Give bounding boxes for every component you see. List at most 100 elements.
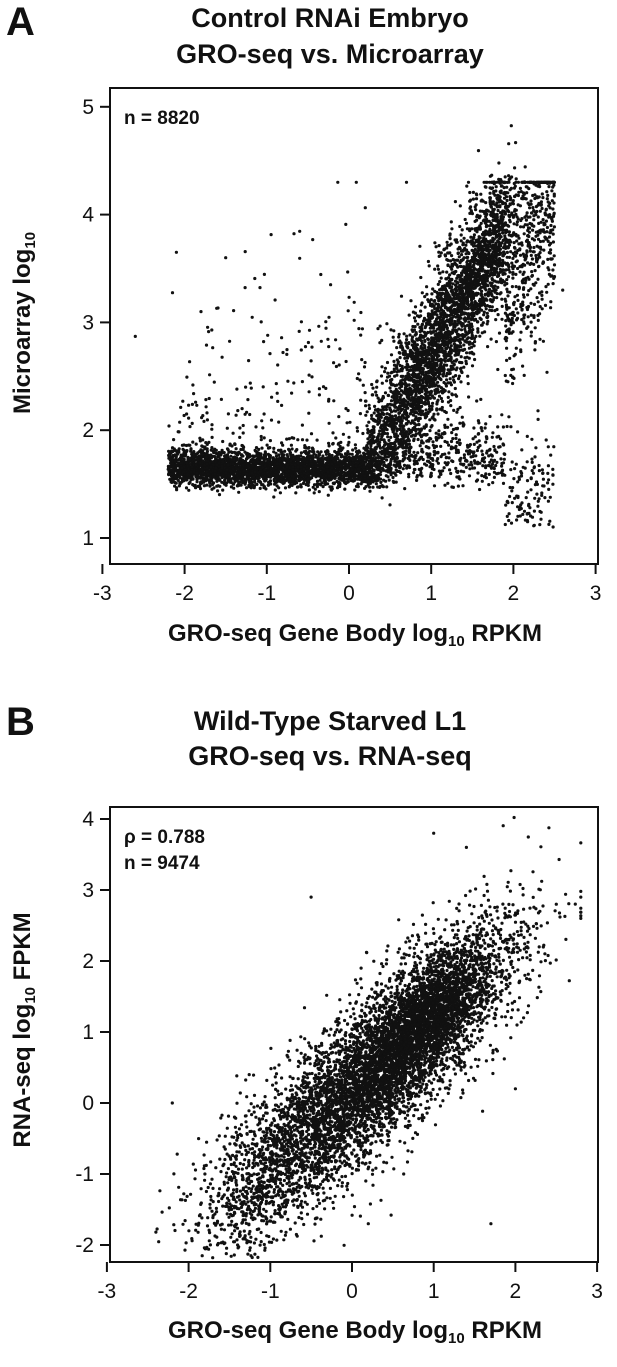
data-point (187, 488, 191, 492)
data-point (467, 444, 471, 448)
data-point (525, 191, 529, 195)
data-point (375, 393, 379, 397)
data-point (434, 435, 438, 439)
data-point (529, 261, 533, 265)
data-point (368, 485, 372, 489)
data-point (192, 392, 196, 396)
data-point (383, 370, 387, 374)
data-point (194, 400, 198, 404)
data-point (467, 474, 472, 478)
data-point (529, 330, 534, 334)
data-point (432, 484, 437, 488)
data-point (440, 432, 444, 436)
data-point (552, 276, 556, 280)
data-point (496, 425, 500, 429)
data-point (376, 459, 380, 463)
data-point (181, 399, 185, 403)
data-point (392, 339, 396, 343)
data-point (233, 442, 237, 446)
data-point (433, 267, 437, 271)
data-point (505, 255, 509, 259)
data-point (378, 484, 383, 488)
data-point (532, 245, 536, 250)
data-point (511, 375, 515, 379)
data-point (544, 219, 549, 223)
data-point (337, 447, 341, 452)
data-point (547, 522, 551, 527)
data-point (551, 525, 555, 529)
data-point (334, 436, 338, 440)
data-point (540, 290, 544, 294)
data-point (543, 303, 548, 307)
data-point (292, 232, 296, 236)
data-point (234, 447, 238, 451)
data-point (417, 427, 421, 431)
data-point (455, 426, 460, 430)
data-point (455, 410, 459, 414)
data-point (378, 446, 382, 450)
data-point (231, 482, 236, 486)
data-point (195, 452, 199, 456)
data-point (413, 305, 418, 309)
data-point (552, 263, 557, 267)
data-point (512, 303, 516, 307)
data-point (187, 481, 191, 486)
data-point (522, 509, 527, 513)
data-point (546, 193, 550, 197)
data-point (358, 477, 362, 481)
data-point (310, 345, 314, 349)
data-point (280, 403, 284, 407)
data-point (405, 466, 409, 470)
data-point (167, 424, 171, 428)
data-point (538, 185, 542, 189)
data-point (542, 248, 546, 252)
data-point (540, 493, 544, 497)
data-point (534, 446, 538, 450)
data-point (522, 295, 526, 299)
data-point (533, 455, 537, 459)
data-point (530, 437, 534, 441)
data-point (538, 209, 542, 213)
data-point (327, 441, 331, 445)
data-point (481, 464, 485, 468)
data-point (460, 415, 464, 419)
data-point (512, 264, 517, 268)
data-point (401, 348, 405, 352)
data-point (546, 282, 550, 286)
data-point (533, 496, 537, 500)
data-point (525, 250, 529, 254)
plot-frame (109, 87, 599, 565)
data-point (509, 321, 513, 325)
data-point (540, 297, 544, 301)
data-point (468, 467, 472, 471)
data-point (252, 475, 256, 479)
data-point (488, 304, 492, 309)
data-point (522, 316, 526, 320)
data-point (482, 310, 486, 314)
data-point (253, 480, 257, 484)
data-point (529, 301, 533, 305)
data-point (280, 451, 284, 455)
data-point (346, 450, 350, 454)
data-point (495, 180, 499, 184)
data-point (408, 458, 412, 462)
data-point (440, 435, 444, 440)
data-point (191, 440, 195, 444)
data-point (363, 360, 367, 365)
data-point (415, 478, 419, 482)
data-point (261, 385, 265, 389)
data-point (526, 293, 530, 297)
data-point (169, 450, 173, 454)
data-point (547, 478, 551, 482)
data-point (532, 523, 536, 527)
data-point (359, 310, 363, 315)
data-point (382, 460, 386, 464)
data-point (436, 380, 440, 384)
data-point (189, 447, 193, 451)
data-point (518, 253, 523, 257)
data-point (453, 200, 457, 204)
data-point (298, 229, 302, 233)
data-point (437, 433, 441, 437)
data-point (519, 225, 523, 229)
data-point (232, 309, 236, 313)
